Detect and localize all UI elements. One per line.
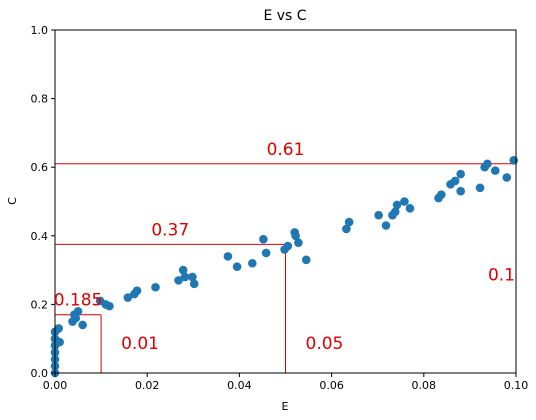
scatter-point [248,258,257,268]
y-tick-label: 0.6 [31,161,49,174]
scatter-point [390,207,400,217]
scatter-point [344,217,354,227]
y-axis-label: C [6,197,19,205]
plot-frame [54,29,517,374]
scatter-point [105,301,114,311]
scatter-point [392,200,402,210]
x-tick-label: 0.02 [135,379,160,392]
scatter-point [456,169,465,179]
scatter-point [54,324,63,333]
scatter-point [490,166,500,175]
threshold-labels: 0.185 0.01 0.37 0.05 0.61 0.1 [54,140,515,354]
scatter-point [381,221,391,230]
threshold-y-label: 0.37 [151,220,189,240]
scatter-point [132,286,142,295]
scatter-point [374,210,383,220]
y-tick-label: 0.8 [31,93,49,106]
scatter-point [475,183,485,193]
scatter-point [178,265,188,275]
x-tick-label: 0.00 [43,379,68,392]
scatter-point [174,276,183,285]
scatter-point [294,238,303,247]
scatter-point [400,197,409,206]
y-tick-label: 0.0 [31,367,49,380]
scatter-point [189,279,199,289]
scatter-point [456,186,465,196]
scatter-point [180,272,190,282]
scatter-point [261,248,271,258]
chart-title: E vs C [263,8,306,24]
scatter-point [483,159,492,169]
scatter-point [78,320,87,330]
y-ticks: 0.0 0.2 0.4 0.6 0.8 1.0 [31,24,55,380]
scatter-point [55,337,64,347]
scatter-point [342,224,351,234]
scatter-point [151,282,160,292]
y-tick-label: 0.2 [31,298,49,311]
scatter-point [259,234,268,244]
scatter-point [232,262,242,271]
threshold-x-label: 0.1 [488,265,515,285]
scatter-point [283,241,293,251]
scatter-point [291,231,300,241]
scatter-point [450,176,460,186]
scatter-point [405,204,415,213]
scatter-point [437,190,446,199]
scatter-point [188,272,197,282]
scatter-point [301,255,311,265]
threshold-x-label: 0.05 [306,334,344,354]
scatter-point [223,252,233,261]
scatter-point [502,173,512,182]
x-tick-label: 0.06 [319,379,344,392]
y-tick-label: 1.0 [31,24,49,37]
x-tick-label: 0.04 [227,379,252,392]
scatter-point [123,293,133,302]
x-tick-label: 0.08 [412,379,437,392]
x-axis-label: E [282,400,289,413]
threshold-y-label: 0.185 [54,291,103,311]
scatter-point [509,156,518,165]
y-tick-label: 0.4 [31,230,49,243]
threshold-x-label: 0.01 [121,334,159,354]
threshold-y-label: 0.61 [267,140,305,160]
scatter-point [73,306,83,316]
x-tick-label: 0.10 [504,379,529,392]
x-ticks: 0.00 0.02 0.04 0.06 0.08 0.10 [43,373,529,392]
scatter-point [71,313,81,323]
